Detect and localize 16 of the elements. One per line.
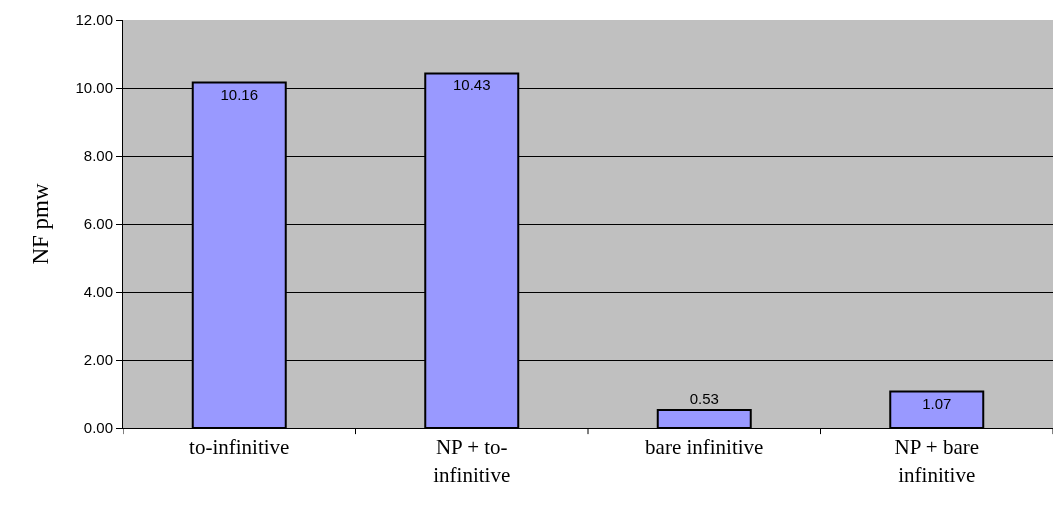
x-tick-label: NP + bare infinitive	[894, 435, 980, 487]
x-tick-label: bare infinitive	[645, 435, 764, 460]
data-label: 10.16	[220, 85, 259, 103]
y-tick-label: 6.00	[83, 215, 113, 233]
y-tick-label: 0.00	[83, 419, 113, 437]
y-tick-label: 12.00	[75, 11, 113, 29]
x-tick-label: to-infinitive	[189, 435, 290, 460]
y-axis-title: NF pmw	[27, 183, 53, 265]
x-tick-label: NP + to-infinitive	[433, 435, 511, 487]
y-tick-label: 2.00	[83, 351, 113, 369]
y-tick-label: 4.00	[83, 283, 113, 301]
y-tick-label: 8.00	[83, 147, 113, 165]
data-label: 0.53	[689, 389, 719, 407]
y-tick-label: 10.00	[75, 79, 113, 97]
data-label: 1.07	[922, 394, 952, 412]
data-label: 10.43	[452, 76, 491, 94]
